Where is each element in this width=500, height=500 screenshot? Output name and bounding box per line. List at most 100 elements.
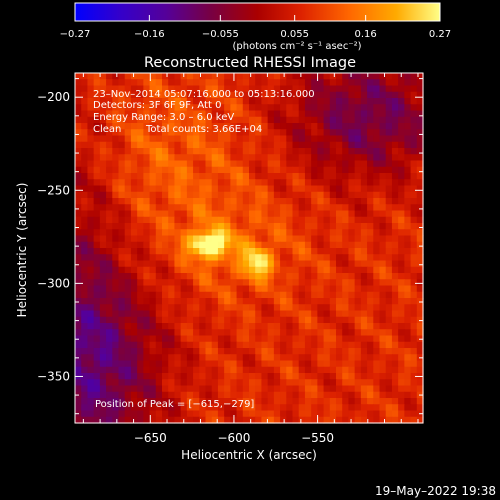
heatmap-cell xyxy=(329,223,337,230)
heatmap-cell xyxy=(99,385,107,393)
heatmap-cell xyxy=(292,248,300,255)
heatmap-cell xyxy=(186,273,194,280)
heatmap-cell xyxy=(391,323,399,330)
heatmap-cell xyxy=(211,329,219,337)
heatmap-cell xyxy=(298,148,306,155)
heatmap-cell xyxy=(99,329,107,337)
heatmap-cell xyxy=(193,223,200,230)
heatmap-cell xyxy=(298,229,306,237)
heatmap-cell xyxy=(348,254,356,262)
heatmap-cell xyxy=(261,298,269,305)
heatmap-cell xyxy=(336,116,343,124)
heatmap-cell xyxy=(286,260,294,268)
heatmap-cell xyxy=(255,91,263,99)
heatmap-cell xyxy=(137,198,144,205)
heatmap-cell xyxy=(298,348,306,355)
heatmap-cell xyxy=(87,241,95,249)
heatmap-cell xyxy=(360,416,368,424)
heatmap-cell xyxy=(255,98,263,105)
heatmap-cell xyxy=(292,385,300,393)
heatmap-cell xyxy=(118,348,126,355)
heatmap-cell xyxy=(106,116,113,124)
heatmap-cell xyxy=(93,179,101,187)
heatmap-cell xyxy=(342,229,350,237)
heatmap-cell xyxy=(137,279,144,287)
heatmap-cell xyxy=(168,148,176,155)
heatmap-cell xyxy=(211,266,219,274)
heatmap-cell xyxy=(267,91,275,99)
heatmap-cell xyxy=(217,98,225,105)
heatmap-cell xyxy=(398,166,405,174)
heatmap-cell xyxy=(373,154,381,162)
heatmap-cell xyxy=(379,98,387,105)
heatmap-cell xyxy=(367,129,374,137)
heatmap-cell xyxy=(410,279,418,287)
heatmap-cell xyxy=(391,129,399,137)
heatmap-cell xyxy=(180,323,188,330)
heatmap-cell xyxy=(81,254,89,262)
heatmap-cell xyxy=(342,148,350,155)
heatmap-cell xyxy=(193,285,200,293)
heatmap-cell xyxy=(112,241,120,249)
heatmap-cell xyxy=(373,398,381,405)
heatmap-cell xyxy=(199,204,207,212)
heatmap-cell xyxy=(149,291,157,299)
heatmap-cell xyxy=(99,285,107,293)
heatmap-cell xyxy=(385,85,393,93)
heatmap-cell xyxy=(149,160,157,168)
heatmap-cell xyxy=(242,354,250,362)
heatmap-cell xyxy=(87,354,95,362)
heatmap-cell xyxy=(280,148,287,155)
heatmap-cell xyxy=(360,235,368,243)
heatmap-cell xyxy=(261,235,269,243)
heatmap-cell xyxy=(99,198,107,205)
heatmap-cell xyxy=(143,266,151,274)
heatmap-cell xyxy=(261,385,269,393)
heatmap-cell xyxy=(280,266,287,274)
heatmap-cell xyxy=(168,154,176,162)
heatmap-cell xyxy=(354,329,362,337)
heatmap-cell xyxy=(255,160,263,168)
heatmap-cell xyxy=(255,116,263,124)
heatmap-cell xyxy=(130,391,138,399)
heatmap-cell xyxy=(230,348,238,355)
heatmap-cell xyxy=(230,198,238,205)
heatmap-cell xyxy=(367,298,374,305)
heatmap-cell xyxy=(255,379,263,387)
heatmap-cell xyxy=(261,329,269,337)
heatmap-cell xyxy=(112,310,120,318)
heatmap-cell xyxy=(168,85,176,93)
heatmap-cell xyxy=(286,373,294,380)
heatmap-cell xyxy=(224,129,231,137)
heatmap-cell xyxy=(211,223,219,230)
heatmap-cell xyxy=(224,185,231,193)
heatmap-cell xyxy=(304,273,312,280)
heatmap-cell xyxy=(242,391,250,399)
heatmap-cell xyxy=(186,310,194,318)
heatmap-cell xyxy=(298,335,306,343)
heatmap-cell xyxy=(354,85,362,93)
heatmap-cell xyxy=(323,110,331,118)
heatmap-cell xyxy=(224,329,231,337)
heatmap-cell xyxy=(236,291,244,299)
heatmap-cell xyxy=(416,398,424,405)
heatmap-cell xyxy=(149,166,157,174)
heatmap-cell xyxy=(162,154,169,162)
heatmap-cell xyxy=(143,291,151,299)
heatmap-cell xyxy=(317,79,325,87)
heatmap-cell xyxy=(106,335,113,343)
heatmap-cell xyxy=(255,173,263,180)
heatmap-cell xyxy=(168,110,176,118)
heatmap-cell xyxy=(236,410,244,418)
heatmap-cell xyxy=(199,379,207,387)
heatmap-cell xyxy=(118,329,126,337)
heatmap-cell xyxy=(81,379,89,387)
heatmap-cell xyxy=(186,129,194,137)
heatmap-cell xyxy=(180,191,188,199)
heatmap-cell xyxy=(354,123,362,130)
heatmap-cell xyxy=(81,310,89,318)
heatmap-cell xyxy=(329,73,337,80)
heatmap-cell xyxy=(373,204,381,212)
heatmap-cell xyxy=(280,329,287,337)
heatmap-cell xyxy=(249,229,256,237)
